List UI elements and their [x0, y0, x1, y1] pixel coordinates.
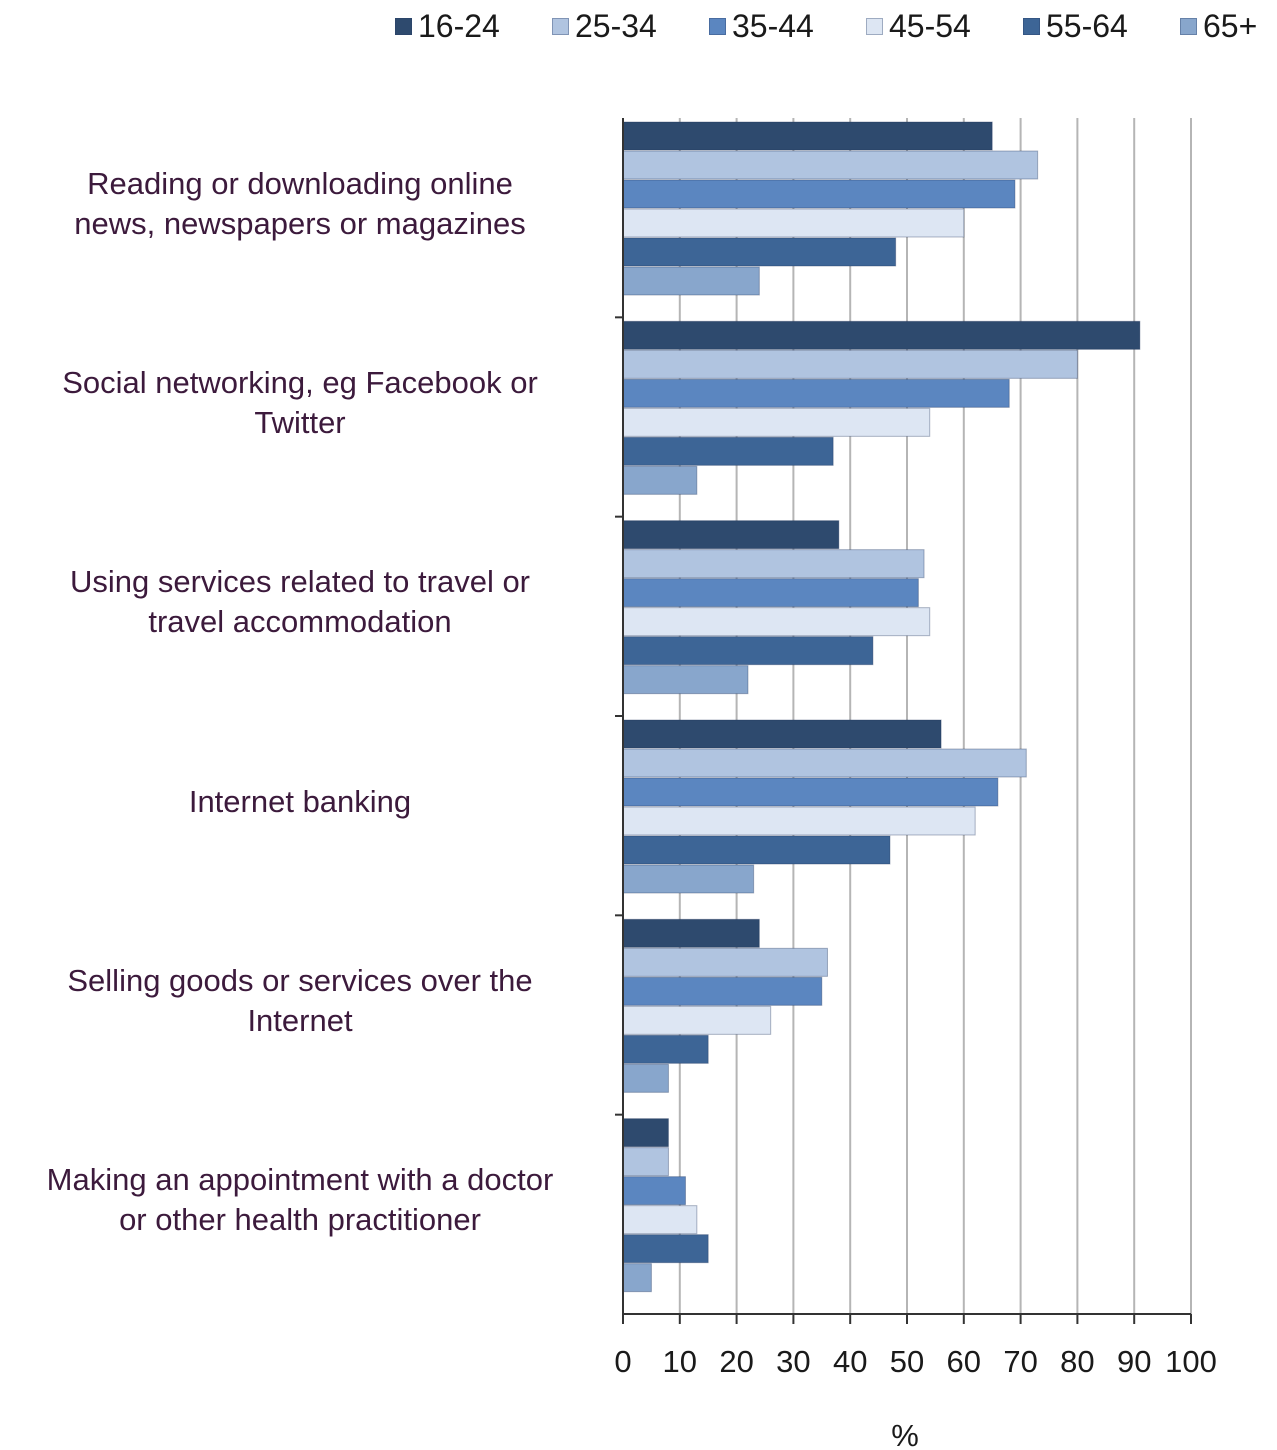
legend-swatch [866, 18, 883, 35]
legend-label: 65+ [1203, 8, 1258, 44]
bar [622, 719, 942, 749]
category-label-line: Selling goods or services over the [67, 963, 533, 998]
bar [622, 748, 1027, 778]
bar [622, 150, 1039, 180]
category-label-line: travel accommodation [148, 604, 452, 640]
bar [622, 636, 874, 666]
bar [622, 835, 891, 865]
legend-item: 25-34 [552, 8, 709, 45]
legend-label: 16-24 [418, 8, 500, 44]
x-tick-label: 80 [1060, 1344, 1094, 1379]
bar [622, 1005, 772, 1035]
legend-item: 65+ [1180, 8, 1277, 45]
bar [622, 918, 760, 948]
bar [622, 121, 993, 151]
bar [622, 1234, 709, 1264]
x-tick-label: 90 [1117, 1344, 1151, 1379]
x-tick-label: 0 [614, 1344, 631, 1379]
bar [622, 864, 755, 894]
legend-swatch [552, 18, 569, 35]
bar [622, 520, 840, 550]
bar [622, 976, 823, 1006]
bar [622, 1205, 698, 1235]
bar [622, 1063, 669, 1093]
legend-swatch [1180, 18, 1197, 35]
category-label: Reading or downloading online news, newsp… [0, 164, 600, 244]
bar [622, 1034, 709, 1064]
legend-swatch [1023, 18, 1040, 35]
category-label-line: Internet [247, 1003, 353, 1038]
x-tick-label: 30 [776, 1344, 810, 1379]
category-label-line: or other health practitioner [119, 1202, 481, 1238]
bar [622, 378, 1010, 408]
legend-item: 35-44 [709, 8, 866, 45]
legend-label: 45-54 [889, 8, 971, 44]
x-tick-label: 50 [890, 1344, 924, 1379]
bar [622, 1147, 669, 1177]
bar [622, 320, 1141, 350]
legend-swatch [709, 18, 726, 35]
category-label-line: Internet banking [188, 783, 412, 819]
bar [622, 1118, 669, 1148]
legend-item: 55-64 [1023, 8, 1180, 45]
x-tick-label: 70 [1003, 1344, 1037, 1379]
bar [622, 407, 931, 437]
bar [622, 578, 919, 608]
bar [622, 266, 760, 296]
x-axis-label: % [891, 1418, 919, 1450]
bar [622, 947, 828, 977]
category-label-line: Twitter [254, 405, 346, 440]
bar [622, 179, 1016, 209]
legend: 16-24 25-34 35-44 45-54 55-64 65+ [395, 8, 1277, 45]
bar [622, 237, 897, 267]
category-label: Social networking, eg Facebook or Twitter [0, 363, 600, 443]
category-label: Making an appointment with a doctor or ot… [0, 1160, 600, 1240]
bar [622, 1263, 652, 1293]
bar [622, 665, 749, 695]
bar [622, 607, 931, 637]
category-label-line: Using services related to travel or [69, 564, 531, 600]
legend-label: 25-34 [575, 8, 657, 44]
bar [622, 806, 976, 836]
x-tick-label: 100 [1165, 1344, 1217, 1379]
category-label-line: Making an appointment with a doctor [46, 1162, 554, 1198]
bar [622, 1176, 686, 1206]
legend-item: 16-24 [395, 8, 552, 45]
bar [622, 465, 698, 495]
x-tick-label: 60 [947, 1344, 981, 1379]
legend-label: 35-44 [732, 8, 814, 44]
legend-swatch [395, 18, 412, 35]
legend-label: 55-64 [1046, 8, 1128, 44]
bar [622, 436, 834, 466]
category-label-line: Social networking, eg Facebook or [62, 365, 538, 400]
category-label: Using services related to travel or trave… [0, 562, 600, 642]
category-label-line: news, newspapers or magazines [74, 205, 526, 241]
category-label: Internet banking [0, 782, 600, 822]
x-tick-label: 10 [663, 1344, 697, 1379]
x-tick-label: 20 [719, 1344, 753, 1379]
bar [622, 777, 999, 807]
legend-item: 45-54 [866, 8, 1023, 45]
category-label-line: Reading or downloading online [87, 165, 513, 201]
bar [622, 349, 1078, 379]
x-tick-label: 40 [833, 1344, 867, 1379]
bar [622, 549, 925, 579]
bar [622, 208, 965, 238]
category-label: Selling goods or services over the Intern… [0, 961, 600, 1041]
